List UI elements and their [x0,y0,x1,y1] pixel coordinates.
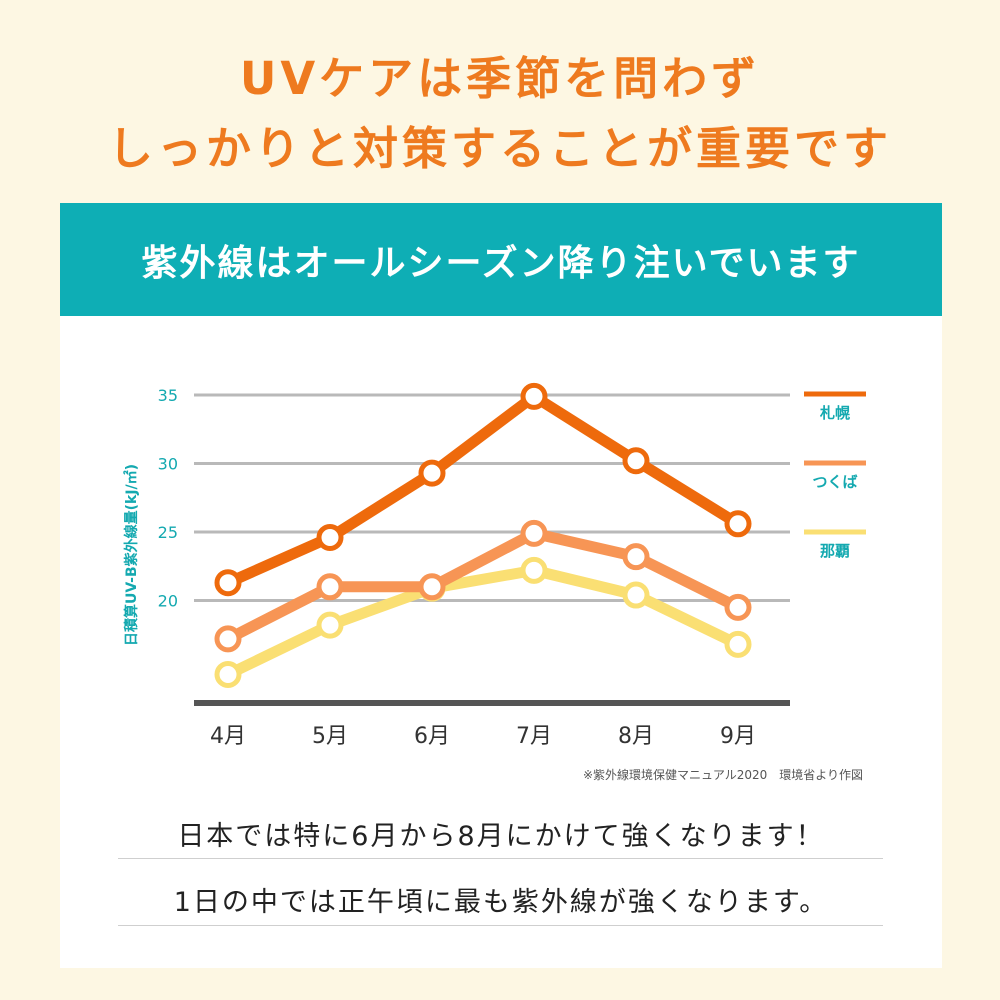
note-line-1: 日本では特に6月から8月にかけて強くなります！ [177,821,825,852]
chart-card: 紫外線はオールシーズン降り注いでいます 20 25 30 35 4月 5月 6月 7月 8月 9月… [60,203,942,968]
x-tick-label-9: 9月 [720,724,756,749]
legend-label-1: 札幌 [819,404,850,422]
data-point-s2-1 [214,625,242,653]
data-point-s1-1 [214,569,242,597]
x-tick-label-6: 6月 [414,724,450,749]
note-divider-2 [118,925,883,926]
uv-line-chart: 20 25 30 35 4月 5月 6月 7月 8月 9月 日積算UV-B紫外線量(kJ/㎡) 札幌つ… [123,382,866,782]
y-tick-label-25: 25 [158,523,178,542]
data-point-s2-5 [622,543,650,571]
y-tick-label-35: 35 [158,386,178,405]
data-point-s1-2 [316,523,344,551]
note-divider-1 [118,858,883,859]
headline-line-2: しっかりと対策することが重要です [107,122,892,175]
y-tick-label-20: 20 [158,592,178,611]
data-point-s1-6 [724,510,752,538]
data-point-s2-6 [724,593,752,621]
banner: 紫外線はオールシーズン降り注いでいます [60,203,942,316]
y-axis-label: 日積算UV-B紫外線量(kJ/㎡) [123,464,140,646]
source-note: ※紫外線環境保健マニュアル2020 環境省より作図 [583,767,863,782]
data-point-s2-2 [316,573,344,601]
data-point-s2-4 [520,519,548,547]
x-tick-label-4: 4月 [210,724,246,749]
data-point-s3-6 [724,630,752,658]
data-point-s3-5 [622,581,650,609]
series-line-2 [222,527,744,645]
legend-label-2: つくば [812,473,857,491]
y-tick-label-30: 30 [158,455,178,474]
x-tick-label-5: 5月 [312,724,348,749]
headline-line-1: UVケアは季節を問わず [239,52,761,105]
data-point-s1-5 [622,447,650,475]
x-tick-label-7: 7月 [516,724,552,749]
data-point-s1-4 [520,382,548,410]
legend-label-3: 那覇 [820,542,850,560]
banner-text: 紫外線はオールシーズン降り注いでいます [141,242,861,284]
data-point-s3-1 [214,660,242,688]
data-point-s3-2 [316,611,344,639]
series-line-1 [222,390,744,589]
data-point-s1-3 [418,459,446,487]
note-line-2: 1日の中では正午頃に最も紫外線が強くなります。 [173,887,829,918]
series-line-3 [222,564,744,680]
data-point-s2-3 [418,573,446,601]
x-tick-label-8: 8月 [618,724,654,749]
data-point-s3-4 [520,556,548,584]
